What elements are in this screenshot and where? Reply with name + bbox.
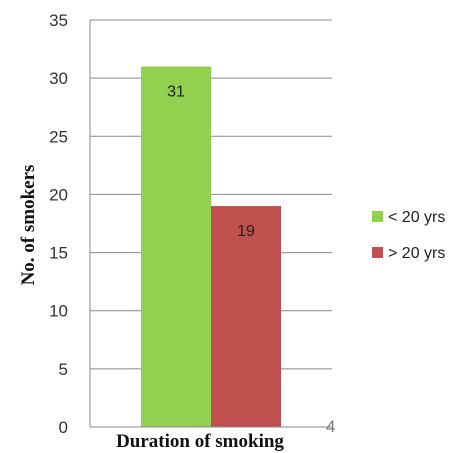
y-tick-label: 15 — [49, 244, 68, 263]
legend-label: > 20 yrs — [388, 245, 445, 262]
legend-swatch — [372, 211, 383, 222]
y-axis-title: No. of smokers — [18, 165, 39, 286]
bar — [141, 66, 211, 427]
y-tick-label: 25 — [49, 127, 68, 146]
x-axis-title: Duration of smoking — [116, 431, 284, 452]
bars: 31 19 — [141, 66, 281, 427]
y-tick-label: 5 — [59, 360, 68, 379]
bar — [211, 206, 281, 427]
x-axis-extra-label: 4 — [326, 417, 335, 436]
y-tick-label: 35 — [49, 11, 68, 30]
bar-data-label: 31 — [167, 84, 185, 101]
y-tick-label: 30 — [49, 69, 68, 88]
legend-swatch — [372, 247, 383, 258]
bar-data-label: 19 — [237, 223, 255, 240]
y-tick-label: 20 — [49, 185, 68, 204]
y-tick-label: 0 — [59, 418, 68, 437]
y-axis-tick-labels: 0 5 10 15 20 25 30 35 — [49, 11, 68, 437]
legend: < 20 yrs > 20 yrs — [372, 209, 445, 262]
legend-label: < 20 yrs — [388, 209, 445, 226]
axes — [89, 20, 332, 428]
y-tick-label: 10 — [49, 302, 68, 321]
